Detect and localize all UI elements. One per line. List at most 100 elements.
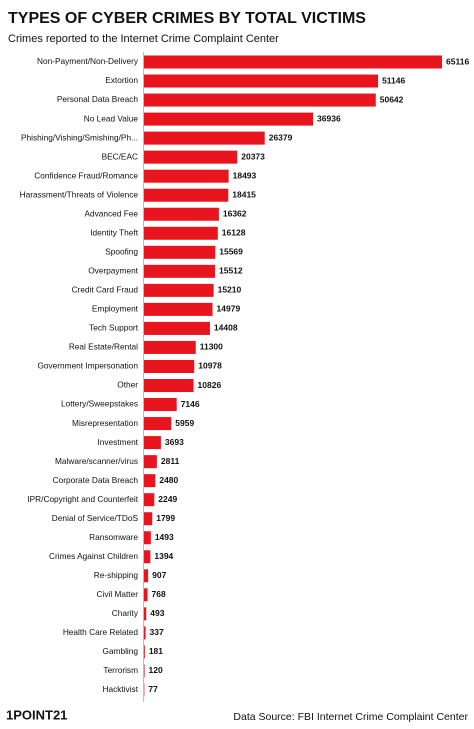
bar	[144, 359, 195, 373]
bar	[144, 398, 177, 412]
bar	[144, 55, 442, 69]
value-label: 2480	[159, 475, 178, 485]
value-label: 1799	[156, 513, 175, 523]
category-label: Lottery/Sweepstakes	[61, 399, 138, 409]
value-label: 16128	[222, 228, 246, 238]
value-label: 493	[150, 608, 164, 618]
bar	[144, 588, 148, 602]
bar	[144, 74, 379, 88]
bar	[144, 245, 216, 259]
category-label: Terrorism	[103, 665, 138, 675]
bar	[144, 283, 214, 297]
value-label: 1493	[155, 532, 174, 542]
category-label: Confidence Fraud/Romance	[34, 170, 138, 180]
value-label: 18415	[232, 189, 256, 199]
bar	[144, 226, 218, 240]
value-label: 7146	[181, 399, 200, 409]
value-label: 337	[150, 627, 164, 637]
category-label: Corporate Data Breach	[53, 475, 139, 485]
category-label: Advanced Fee	[84, 208, 138, 218]
bar	[144, 474, 156, 488]
value-label: 15569	[219, 247, 243, 257]
category-label: Extortion	[105, 75, 138, 85]
category-label: Phishing/Vishing/Smishing/Ph...	[21, 132, 138, 142]
value-label: 14408	[214, 323, 238, 333]
brand: 1POINT21	[6, 707, 67, 722]
value-label: 15512	[219, 266, 243, 276]
value-label: 2249	[158, 494, 177, 504]
bar	[144, 569, 149, 583]
category-label: Personal Data Breach	[57, 94, 139, 104]
category-label: Charity	[112, 608, 139, 618]
value-label: 15210	[218, 285, 242, 295]
chart-title: TYPES OF CYBER CRIMES BY TOTAL VICTIMS	[8, 10, 366, 27]
bar	[144, 436, 161, 450]
value-label: 26379	[269, 132, 293, 142]
value-label: 10978	[198, 361, 222, 371]
bar	[144, 93, 376, 107]
bar	[144, 493, 155, 507]
value-label: 16362	[223, 208, 247, 218]
value-label: 14979	[217, 304, 241, 314]
category-label: Non-Payment/Non-Delivery	[37, 56, 139, 66]
category-label: No Lead Value	[84, 113, 139, 123]
category-label: IPR/Copyright and Counterfeit	[27, 494, 138, 504]
category-label: Gambling	[102, 646, 138, 656]
value-label: 120	[149, 665, 163, 675]
category-label: Hacktivist	[103, 684, 139, 694]
value-label: 77	[148, 684, 158, 694]
category-label: Misrepresentation	[72, 418, 138, 428]
value-label: 5959	[175, 418, 194, 428]
bar	[144, 512, 153, 526]
value-label: 3693	[165, 437, 184, 447]
category-label: Health Care Related	[63, 627, 139, 637]
bar	[144, 550, 151, 564]
value-label: 65116	[446, 56, 469, 66]
bar	[144, 302, 213, 316]
bar	[144, 264, 215, 278]
category-label: Denial of Service/TDoS	[52, 513, 139, 523]
bar	[144, 188, 229, 202]
category-label: Credit Card Fraud	[72, 285, 139, 295]
category-label: Spoofing	[105, 246, 138, 256]
category-label: Identity Theft	[90, 227, 139, 237]
bar	[144, 112, 314, 126]
bar	[144, 169, 229, 183]
value-label: 1394	[154, 551, 173, 561]
bar	[144, 207, 219, 221]
category-label: Harassment/Threats of Violence	[20, 189, 139, 199]
source: Data Source: FBI Internet Crime Complain…	[233, 711, 468, 723]
value-label: 11300	[200, 342, 223, 352]
value-label: 768	[152, 589, 166, 599]
bar	[144, 455, 157, 469]
category-label: Re-shipping	[94, 570, 139, 580]
bar	[144, 321, 210, 335]
chart-subtitle: Crimes reported to the Internet Crime Co…	[8, 33, 279, 45]
category-label: Crimes Against Children	[49, 551, 138, 561]
category-label: Real Estate/Rental	[69, 342, 138, 352]
value-label: 36936	[317, 113, 341, 123]
category-label: Ransomware	[89, 532, 138, 542]
category-label: Overpayment	[88, 266, 138, 276]
category-label: Government Impersonation	[37, 361, 138, 371]
value-label: 2811	[161, 456, 180, 466]
value-label: 18493	[233, 170, 257, 180]
bar	[144, 607, 147, 621]
category-label: Tech Support	[89, 323, 139, 333]
value-label: 907	[152, 570, 166, 580]
category-label: Investment	[97, 437, 138, 447]
bar	[144, 645, 145, 659]
bar	[144, 417, 172, 431]
category-label: BEC/EAC	[102, 151, 138, 161]
bar	[144, 131, 265, 145]
bar	[144, 626, 146, 640]
category-label: Malware/scanner/virus	[55, 456, 138, 466]
bar	[144, 150, 238, 164]
bar	[144, 379, 194, 393]
value-label: 51146	[382, 75, 405, 85]
bar	[144, 340, 196, 354]
value-label: 20373	[241, 151, 265, 161]
category-label: Other	[117, 380, 138, 390]
value-label: 181	[149, 646, 163, 656]
